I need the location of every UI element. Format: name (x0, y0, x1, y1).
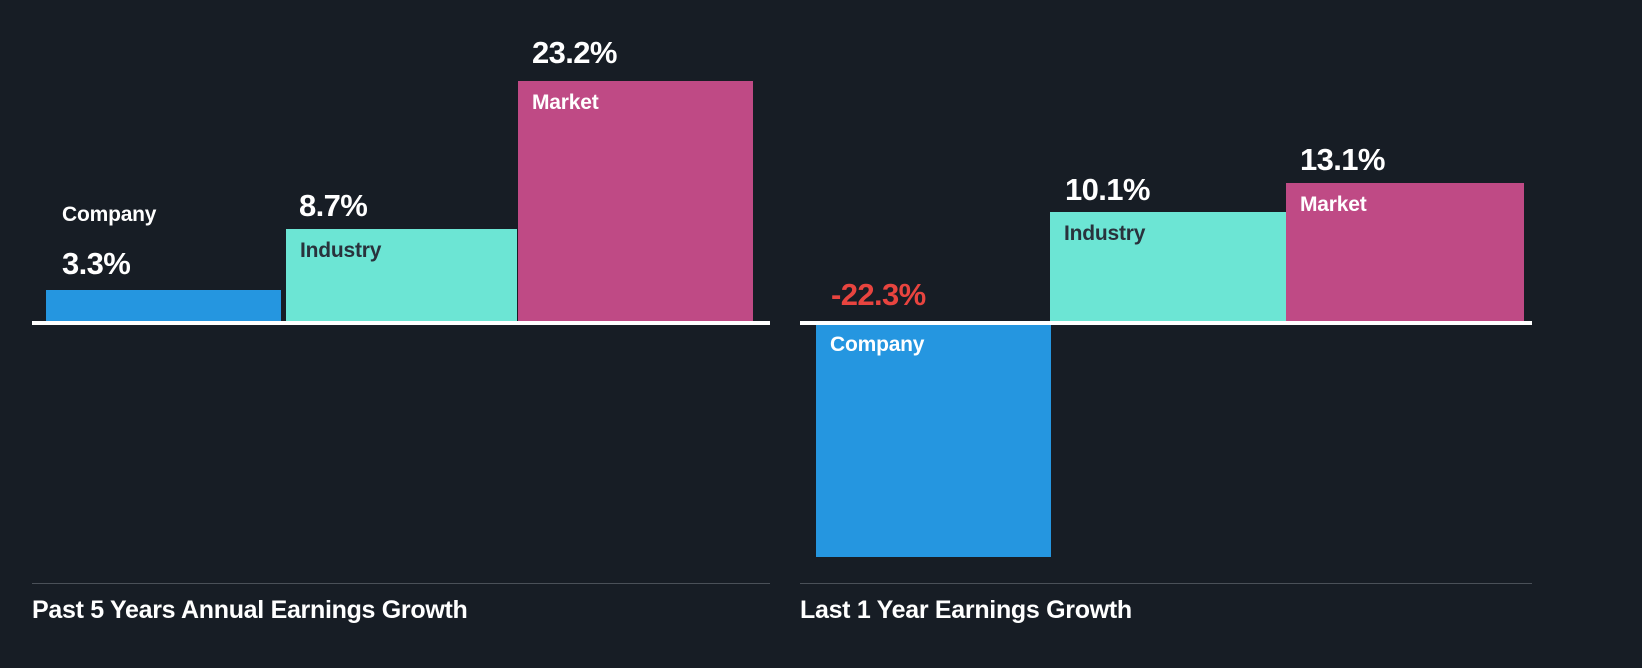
bar-market-past-5-years[interactable]: Market (518, 81, 753, 323)
value-label-company-past-5-years: 3.3% (62, 246, 131, 281)
zero-baseline-last-1-year (800, 321, 1532, 325)
value-label-company-last-1-year: -22.3% (831, 277, 926, 312)
chart-separator-last-1-year (800, 583, 1532, 584)
bar-label-company-last-1-year: Company (830, 333, 925, 356)
value-label-market-last-1-year: 13.1% (1300, 142, 1386, 177)
chart-title-past-5-years: Past 5 Years Annual Earnings Growth (32, 596, 468, 624)
past-5-years-plot-area: Company 3.3% Industry 8.7% Market 23.2% (0, 0, 800, 584)
bar-market-last-1-year[interactable]: Market (1286, 183, 1524, 323)
value-label-market-past-5-years: 23.2% (532, 35, 618, 70)
last-1-year-chart-panel: Company -22.3% Industry 10.1% Market 13.… (800, 0, 1642, 668)
bar-label-company-past-5-years: Company (62, 203, 157, 226)
value-label-industry-last-1-year: 10.1% (1065, 172, 1151, 207)
bar-label-industry-past-5-years: Industry (300, 239, 382, 262)
bar-label-industry-last-1-year: Industry (1064, 222, 1146, 245)
bar-company-last-1-year[interactable]: Company (816, 323, 1051, 557)
chart-separator-past-5-years (32, 583, 770, 584)
last-1-year-plot-area: Company -22.3% Industry 10.1% Market 13.… (800, 0, 1642, 584)
bar-industry-past-5-years[interactable]: Industry (286, 229, 517, 323)
bar-industry-last-1-year[interactable]: Industry (1050, 212, 1286, 323)
zero-baseline-past-5-years (32, 321, 770, 325)
chart-title-last-1-year: Last 1 Year Earnings Growth (800, 596, 1132, 624)
bar-company-past-5-years[interactable] (46, 290, 281, 323)
value-label-industry-past-5-years: 8.7% (299, 188, 368, 223)
bar-label-market-past-5-years: Market (532, 91, 599, 114)
past-5-years-chart-panel: Company 3.3% Industry 8.7% Market 23.2% … (0, 0, 800, 668)
bar-label-market-last-1-year: Market (1300, 193, 1367, 216)
